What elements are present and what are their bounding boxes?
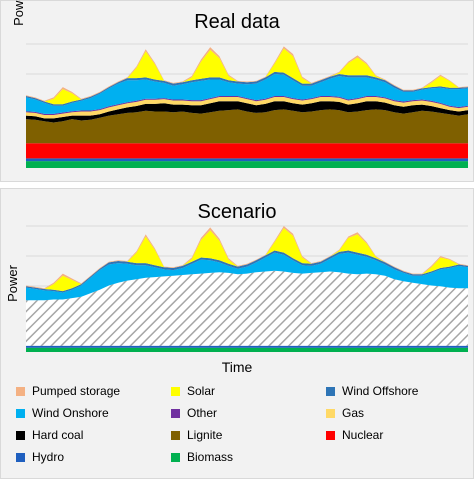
x-axis-label-time: Time — [221, 359, 253, 375]
legend-swatch-nuclear — [326, 430, 335, 440]
area-other-real — [26, 96, 468, 115]
legend-label-nuclear: Nuclear — [342, 428, 384, 442]
legend-item-hard-coal: Hard coal — [16, 428, 83, 442]
legend-label-hard-coal: Hard coal — [32, 428, 84, 442]
area-lignite-real — [26, 109, 468, 144]
legend-item-lignite: Lignite — [171, 428, 222, 442]
legend-swatch-wind-onshore — [16, 408, 25, 418]
legend-swatch-lignite — [171, 430, 180, 440]
legend-swatch-hydro — [16, 452, 25, 462]
legend-item-pumped-storage: Pumped storage — [16, 384, 120, 398]
area-hydro-real — [26, 158, 468, 162]
area-wind-offshore-real — [26, 71, 468, 106]
area-hydro-scenario — [26, 345, 468, 348]
legend-swatch-other — [171, 408, 180, 418]
legend-item-gas: Gas — [326, 406, 364, 420]
legend-label-gas: Gas — [342, 406, 365, 420]
area-biomass-real — [26, 161, 468, 168]
legend-label-solar: Solar — [187, 384, 216, 398]
legend-swatch-biomass — [171, 452, 180, 462]
legend-item-biomass: Biomass — [171, 450, 233, 464]
legend-item-other: Other — [171, 406, 217, 420]
legend-label-biomass: Biomass — [187, 450, 234, 464]
legend-swatch-wind-offshore — [326, 386, 335, 396]
legend-item-wind-offshore: Wind Offshore — [326, 384, 418, 398]
legend-swatch-solar — [171, 386, 180, 396]
area-wind-onshore-scenario — [26, 252, 468, 301]
legend-label-other: Other — [187, 406, 218, 420]
legend-label-wind-onshore: Wind Onshore — [32, 406, 109, 420]
area-solar-real — [26, 48, 468, 105]
area-wind-onshore-real — [26, 74, 468, 114]
chart-title-scenario: Scenario — [197, 201, 277, 223]
legend-item-wind-onshore: Wind Onshore — [16, 406, 109, 420]
chart-title-real-data: Real data — [194, 11, 280, 33]
legend-label-hydro: Hydro — [32, 450, 65, 464]
legend-swatch-hard-coal — [16, 430, 25, 440]
area-hard-coal-real — [26, 101, 468, 123]
area-biomass-scenario — [26, 347, 468, 352]
legend-label-lignite: Lignite — [187, 428, 223, 442]
legend-label-wind-offshore: Wind Offshore — [342, 384, 419, 398]
area-gas-real — [26, 97, 468, 119]
legend-swatch-pumped-storage — [16, 386, 25, 396]
legend-item-solar: Solar — [171, 384, 215, 398]
legend-swatch-gas — [326, 408, 335, 418]
area-solar-scenario — [26, 228, 468, 292]
area-hatched-scenario — [26, 270, 468, 346]
legend-item-nuclear: Nuclear — [326, 428, 383, 442]
legend-item-hydro: Hydro — [16, 450, 64, 464]
legend-label-pumped-storage: Pumped storage — [32, 384, 121, 398]
area-nuclear-real — [26, 143, 468, 159]
